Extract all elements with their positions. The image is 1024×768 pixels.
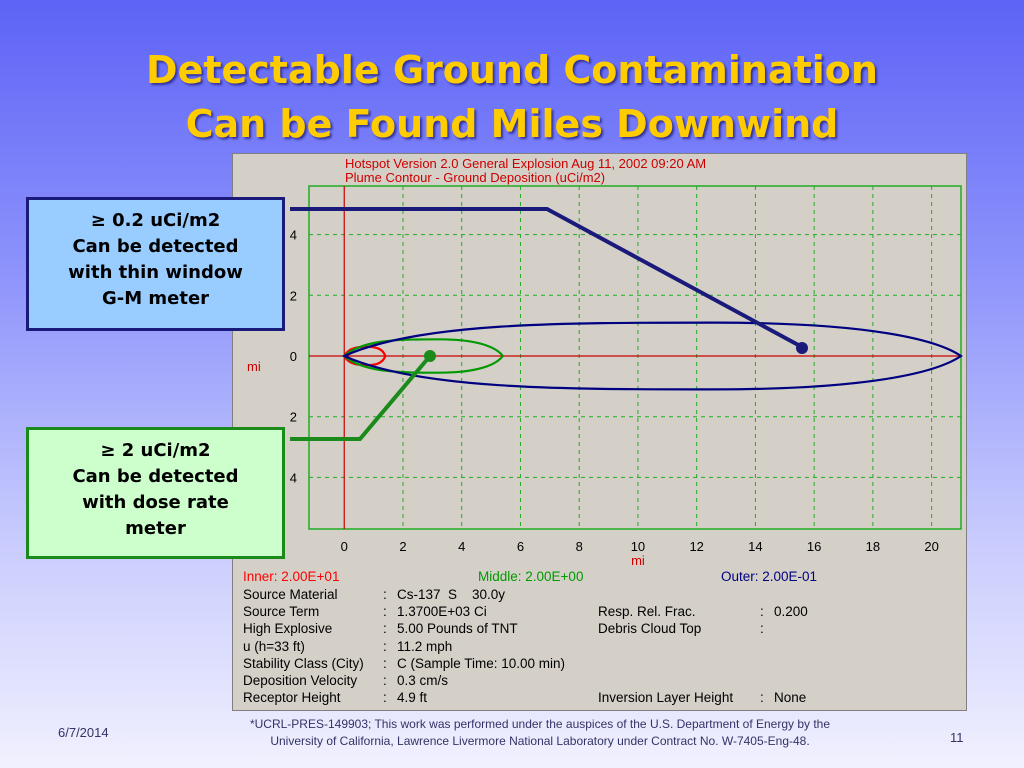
y-tick-label: 0 xyxy=(290,349,297,364)
slide-footnote: *UCRL-PRES-149903; This work was perform… xyxy=(180,716,900,750)
middle-callout-threshold: ≥ 2 uCi/m2 xyxy=(100,440,211,461)
info-value: C (Sample Time: 10.00 min) xyxy=(397,655,566,671)
info-label: Source Material xyxy=(243,587,338,602)
info-value: 0.3 cm/s xyxy=(397,673,449,688)
info-colon: : xyxy=(383,690,387,706)
info-label: Receptor Height xyxy=(243,690,341,706)
middle-callout-text3: meter xyxy=(125,518,186,539)
outer-callout-text1: Can be detected xyxy=(72,236,239,257)
middle-callout-text1: Can be detected xyxy=(72,466,239,487)
outer-contour-callout: ≥ 0.2 uCi/m2 Can be detected with thin w… xyxy=(26,197,285,331)
x-tick-label: 8 xyxy=(576,539,583,554)
middle-callout-text2: with dose rate xyxy=(82,492,229,513)
outer-callout-text3: G-M meter xyxy=(101,288,210,309)
info-colon: : xyxy=(383,638,387,654)
footnote-line2: University of California, Lawrence Liver… xyxy=(270,734,810,748)
info-label: High Explosive xyxy=(243,621,333,637)
x-axis-label: mi xyxy=(631,553,645,568)
x-tick-label: 10 xyxy=(631,539,645,554)
info-value: 5.00 Pounds of TNT xyxy=(397,621,518,637)
info-value2: 0.200 xyxy=(774,604,808,620)
info-label: Deposition Velocity xyxy=(243,673,358,688)
info-colon2: : xyxy=(760,621,764,637)
info-label2: Resp. Rel. Frac. xyxy=(598,604,696,620)
y-tick-label: 4 xyxy=(290,228,297,243)
info-colon: : xyxy=(383,655,387,671)
slide-title-line2: Can be Found Miles Downwind xyxy=(185,102,839,146)
legend-inner: Inner: 2.00E+01 xyxy=(243,569,340,584)
x-tick-label: 4 xyxy=(458,539,465,554)
info-value2: None xyxy=(774,690,807,706)
info-colon: : xyxy=(383,621,387,637)
footnote-line1: *UCRL-PRES-149903; This work was perform… xyxy=(249,717,831,731)
x-tick-label: 0 xyxy=(341,539,348,554)
info-colon: : xyxy=(383,673,387,688)
info-value: Cs-137 S 30.0y xyxy=(397,587,506,602)
y-tick-label: 2 xyxy=(290,288,297,303)
x-tick-label: 6 xyxy=(517,539,524,554)
outer-callout-threshold: ≥ 0.2 uCi/m2 xyxy=(90,210,221,231)
info-label: u (h=33 ft) xyxy=(243,638,305,654)
x-tick-label: 16 xyxy=(807,539,821,554)
info-label: Stability Class (City) xyxy=(243,655,364,671)
y-tick-label: 4 xyxy=(290,470,297,485)
slide-date: 6/7/2014 xyxy=(58,725,109,740)
legend-middle: Middle: 2.00E+00 xyxy=(478,569,584,584)
chart-header-line2: Plume Contour - Ground Deposition (uCi/m… xyxy=(345,170,605,185)
y-axis-label: mi xyxy=(247,359,261,374)
x-tick-label: 20 xyxy=(924,539,938,554)
info-value: 1.3700E+03 Ci xyxy=(397,604,487,620)
info-colon: : xyxy=(383,604,387,620)
info-label: Source Term xyxy=(243,604,320,620)
info-colon2: : xyxy=(760,690,764,706)
x-tick-label: 12 xyxy=(689,539,703,554)
outer-callout-text2: with thin window xyxy=(68,262,243,283)
x-tick-label: 14 xyxy=(748,539,762,554)
middle-contour-callout: ≥ 2 uCi/m2 Can be detected with dose rat… xyxy=(26,427,285,559)
info-label2: Inversion Layer Height xyxy=(598,690,734,706)
info-colon: : xyxy=(383,587,387,602)
slide-title-line1: Detectable Ground Contamination xyxy=(146,48,878,92)
info-value: 11.2 mph xyxy=(397,638,453,654)
y-tick-label: 2 xyxy=(290,410,297,425)
legend-outer: Outer: 2.00E-01 xyxy=(721,569,818,584)
info-colon2: : xyxy=(760,604,764,620)
x-tick-label: 18 xyxy=(866,539,880,554)
info-value: 4.9 ft xyxy=(397,690,428,706)
x-tick-label: 2 xyxy=(399,539,406,554)
chart-header-line1: Hotspot Version 2.0 General Explosion Au… xyxy=(345,156,706,171)
info-label2: Debris Cloud Top xyxy=(598,621,702,637)
hotspot-plot-panel: Hotspot Version 2.0 General Explosion Au… xyxy=(232,153,967,711)
slide-page-number: 11 xyxy=(950,730,964,745)
